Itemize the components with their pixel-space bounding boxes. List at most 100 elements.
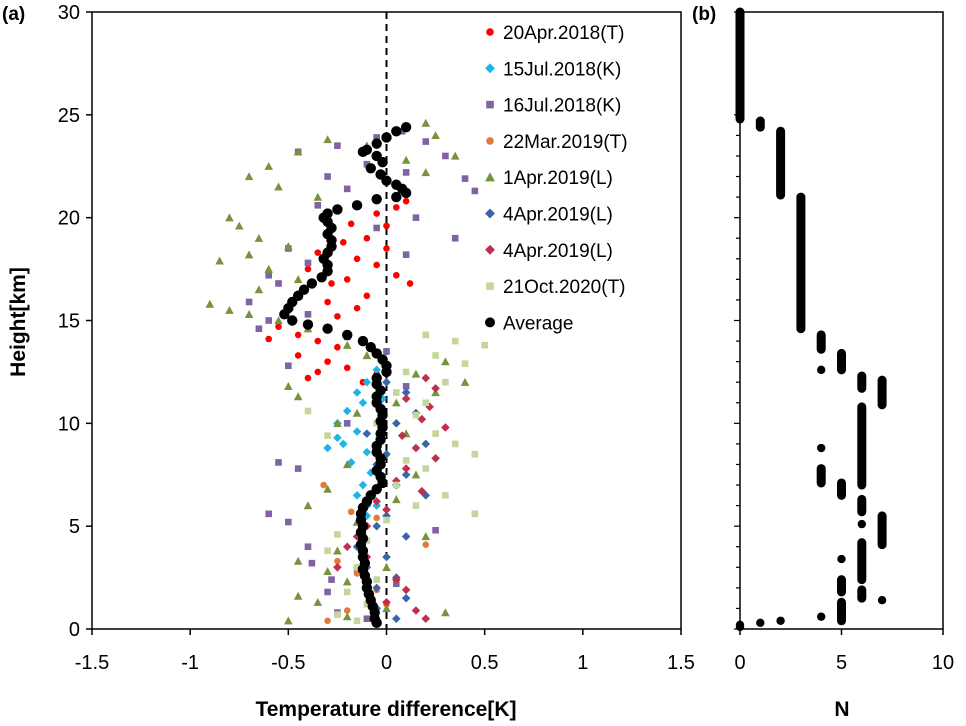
data-point: [284, 616, 293, 625]
average-point: [377, 156, 388, 168]
data-point: [293, 147, 303, 156]
data-point: [383, 245, 390, 252]
average-point: [381, 366, 392, 378]
legend-marker: [486, 137, 494, 145]
data-point: [333, 563, 342, 572]
data-point: [293, 392, 303, 401]
data-point: [373, 134, 380, 141]
data-point: [320, 481, 327, 489]
data-point: [362, 377, 372, 387]
average-point: [391, 126, 402, 137]
legend-marker: [485, 244, 495, 255]
data-point: [422, 541, 430, 548]
data-point: [401, 532, 411, 541]
data-point: [372, 521, 381, 531]
data-point: [324, 298, 331, 306]
data-point: [347, 220, 355, 228]
data-point: [393, 481, 400, 489]
panel-a-ticks: -1.5 -1 -0.5 0 0.5 1 1.5 0 5 10 15 20 25 30: [58, 2, 695, 674]
panel-a-x-tick-label: 1: [577, 652, 588, 674]
panel-a-markers: [205, 118, 488, 629]
data-point: [363, 615, 371, 623]
data-point: [401, 388, 411, 397]
average-point: [279, 309, 290, 320]
legend-marker: [485, 172, 495, 182]
panel-b-x-tick-label: 10: [932, 652, 954, 674]
data-point: [343, 185, 351, 193]
data-point: [358, 480, 368, 490]
panel-b-x-tick-label: 5: [836, 652, 847, 674]
data-point: [393, 271, 400, 279]
data-point: [432, 430, 439, 437]
data-point: [347, 508, 355, 516]
data-point: [275, 459, 282, 466]
average-point: [391, 191, 402, 203]
data-point: [304, 311, 312, 318]
data-point: [432, 526, 439, 534]
data-point: [328, 280, 335, 287]
data-point: [314, 202, 322, 209]
average-point: [371, 193, 382, 205]
data-point: [397, 431, 407, 440]
data-point: [324, 617, 331, 625]
data-point: [373, 210, 380, 217]
n-count-point: [877, 596, 887, 605]
data-point: [471, 450, 479, 458]
data-point: [314, 337, 322, 345]
legend-marker: [485, 208, 495, 219]
average-point: [287, 315, 298, 326]
data-point: [254, 285, 264, 294]
data-point: [402, 383, 410, 390]
data-point: [382, 505, 391, 515]
average-point: [365, 163, 376, 174]
panel-b-x-tick-label: 0: [734, 652, 745, 674]
data-point: [432, 352, 439, 359]
panel-a-y-tick-label: 30: [58, 2, 80, 24]
data-point: [442, 378, 449, 386]
panel-a-x-tick-label: 0.5: [471, 652, 499, 674]
legend-label: 15Jul.2018(K): [503, 59, 621, 80]
panel-b-markers: [735, 7, 887, 632]
data-point: [225, 305, 234, 314]
legend-marker: [486, 100, 494, 109]
n-count-point: [857, 507, 866, 516]
data-point: [421, 168, 431, 177]
panel-a-y-tick-label: 25: [58, 105, 80, 127]
data-point: [342, 460, 352, 469]
data-point: [333, 546, 342, 555]
data-point: [324, 432, 331, 439]
data-point: [244, 310, 254, 318]
data-point: [402, 368, 410, 376]
average-point: [381, 132, 392, 143]
data-point: [411, 369, 421, 378]
data-point: [293, 556, 303, 565]
average-point: [351, 200, 363, 211]
data-point: [373, 576, 380, 583]
data-point: [373, 261, 380, 269]
data-point: [372, 365, 381, 375]
panel-a: -1.5 -1 -0.5 0 0.5 1 1.5 0 5 10 15 20 25 30 (a) Tempe…: [2, 2, 695, 721]
data-point: [441, 357, 450, 366]
data-point: [421, 491, 431, 500]
panel-a-x-tick-label: 0: [381, 652, 392, 674]
data-point: [245, 298, 253, 306]
data-point: [422, 399, 430, 407]
n-count-point: [837, 554, 846, 564]
data-point: [372, 583, 381, 593]
panel-a-label: (a): [2, 4, 25, 25]
data-point: [442, 492, 449, 499]
panel-a-y-tick-label: 5: [69, 516, 80, 538]
legend-label: 16Jul.2018(K): [503, 96, 621, 117]
data-point: [383, 516, 390, 524]
data-point: [421, 373, 431, 383]
data-point: [373, 514, 380, 522]
data-point: [392, 419, 401, 428]
data-point: [471, 187, 479, 195]
legend: 20Apr.2018(T) 15Jul.2018(K) 16Jul.2018(K) 2…: [485, 23, 628, 334]
data-point: [421, 532, 431, 541]
data-point: [339, 439, 348, 449]
data-point: [411, 606, 421, 615]
data-point: [383, 348, 390, 355]
data-point: [215, 256, 224, 265]
data-point: [333, 419, 342, 427]
